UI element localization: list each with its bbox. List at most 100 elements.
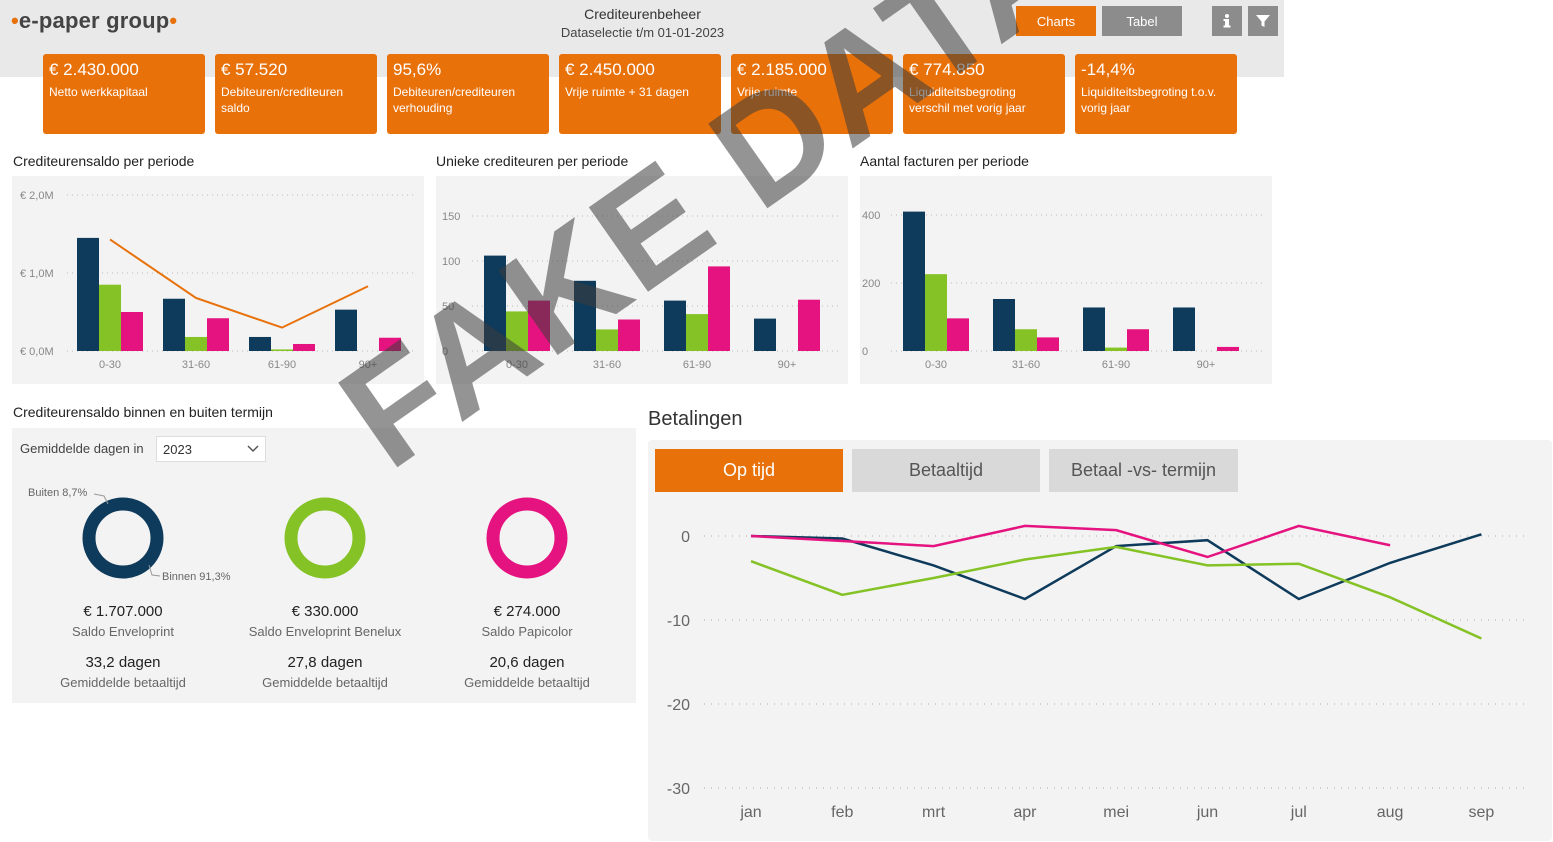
x-tick-label: 31-60 [593,359,621,371]
kpi-liquiditeit-pct[interactable]: -14,4% Liquiditeitsbegroting t.o.v. vori… [1075,54,1237,134]
x-tick-label: feb [831,804,853,821]
info-button[interactable] [1212,6,1242,36]
tabel-button[interactable]: Tabel [1102,6,1182,36]
bar [506,311,528,351]
y-tick-label: 0 [442,346,448,358]
crediteurensaldo-bar-chart: € 0,0M € 1,0M € 2,0M 0-30 31-60 61-90 90+ [12,176,424,384]
year-select-value: 2023 [163,441,192,457]
chart-title-crediteurensaldo: Crediteurensaldo per periode [13,153,195,169]
bar [1037,337,1059,351]
donut-charts: Buiten 8,7% Binnen 91,3% [28,487,568,583]
tab-betaaltijd[interactable]: Betaaltijd [852,449,1040,492]
bar [528,300,550,351]
betaaltijd-enveloprint-label: Gemiddelde betaaltijd [60,675,186,690]
betalingen-line-chart: 0 -10 -20 -30 jan feb mrt apr mei jun jul aug sep [667,524,1530,821]
year-select[interactable]: 2023 [156,436,266,462]
page-header: Crediteurenbeheer Dataselectie t/m 01-01… [500,6,785,40]
saldo-enveloprint-value: € 1.707.000 [83,603,163,620]
kpi-label: Debiteuren/crediteuren saldo [221,85,344,115]
x-tick-label: 90+ [359,359,378,371]
x-tick-label: 90+ [1197,359,1216,371]
betaaltijd-benelux-value: 27,8 dagen [287,654,363,671]
buiten-leader-line [93,493,109,505]
bar [77,237,99,351]
bar [993,298,1015,351]
series-line [750,524,1391,559]
bar [249,336,271,351]
bar [1083,307,1105,351]
kpi-vrije-ruimte-31[interactable]: € 2.450.000 Vrije ruimte + 31 dagen [559,54,721,134]
betaaltijd-papicolor-value: 20,6 dagen [489,654,565,671]
y-tick-label: -10 [667,613,690,630]
bar [925,274,947,351]
filter-label: Gemiddelde dagen in [20,441,144,456]
bar [207,318,229,351]
kpi-label: Liquiditeitsbegroting t.o.v. vorig jaar [1081,85,1217,115]
bar [335,309,357,351]
y-tick-label: 100 [442,256,460,268]
bar [185,336,207,351]
kpi-value: -14,4% [1081,60,1135,79]
bar [947,318,969,351]
kpi-label: Debiteuren/crediteuren verhouding [393,85,516,115]
kpi-value: € 2.450.000 [565,60,655,79]
bar [708,266,730,351]
kpi-value: € 2.185.000 [737,60,827,79]
x-tick-label: 61-90 [683,359,711,371]
donut-papicolor [486,497,568,579]
bar [903,211,925,351]
bar [686,314,708,351]
kpi-vrije-ruimte[interactable]: € 2.185.000 Vrije ruimte [731,54,893,134]
y-tick-label: 50 [442,301,454,313]
betaaltijd-papicolor-label: Gemiddelde betaaltijd [464,675,590,690]
charts-button[interactable]: Charts [1016,6,1096,36]
bar [754,318,776,351]
bar [574,280,596,351]
bar [596,329,618,351]
chart-title-unieke-crediteuren: Unieke crediteuren per periode [436,153,629,169]
kpi-label: Vrije ruimte + 31 dagen [565,85,689,99]
bar [271,349,293,351]
betaaltijd-benelux-label: Gemiddelde betaaltijd [262,675,388,690]
info-icon [1223,14,1231,28]
binnen-label: Binnen 91,3% [162,571,231,583]
betalingen-title: Betalingen [648,408,743,430]
kpi-label: Liquiditeitsbegroting verschil met vorig… [909,85,1026,115]
kpi-liquiditeit-verschil[interactable]: € 774.850 Liquiditeitsbegroting verschil… [903,54,1065,134]
x-tick-label: aug [1377,804,1404,821]
series-line [750,545,1482,640]
bar [484,255,506,351]
binnen-leader-line [148,564,161,577]
x-tick-label: 0-30 [99,359,121,371]
bar [163,298,185,351]
x-tick-label: mei [1103,804,1129,821]
bar [618,319,640,351]
tab-op-tijd[interactable]: Op tijd [655,449,843,492]
bar [664,300,686,351]
y-tick-label: 0 [862,346,868,358]
donut-enveloprint-benelux [284,497,366,579]
saldo-enveloprint-label: Saldo Enveloprint [72,624,174,639]
x-tick-label: jun [1196,804,1218,821]
x-tick-label: 31-60 [1012,359,1040,371]
kpi-debiteuren-crediteuren-verhouding[interactable]: 95,6% Debiteuren/crediteuren verhouding [387,54,549,134]
bar [1015,329,1037,351]
x-tick-label: 0-30 [925,359,947,371]
x-tick-label: 0-30 [506,359,528,371]
bar [379,337,401,351]
kpi-label: Netto werkkapitaal [49,85,148,99]
kpi-value: € 2.430.000 [49,60,139,79]
bar [1105,347,1127,351]
company-logo: •e-paper group• [11,8,178,33]
saldo-benelux-label: Saldo Enveloprint Benelux [248,624,402,639]
y-tick-label: 400 [862,210,880,222]
kpi-debiteuren-crediteuren-saldo[interactable]: € 57.520 Debiteuren/crediteuren saldo [215,54,377,134]
tab-betaal-vs-termijn[interactable]: Betaal -vs- termijn [1049,449,1238,492]
bar [1217,346,1239,351]
saldo-papicolor-label: Saldo Papicolor [481,624,573,639]
y-tick-label: -30 [667,781,690,798]
kpi-netto-werkkapitaal[interactable]: € 2.430.000 Netto werkkapitaal [43,54,205,134]
filter-button[interactable] [1248,6,1278,36]
y-tick-label: -20 [667,697,690,714]
unieke-crediteuren-bar-chart: 0 50 100 150 0-30 31-60 61-90 90+ [436,176,848,384]
